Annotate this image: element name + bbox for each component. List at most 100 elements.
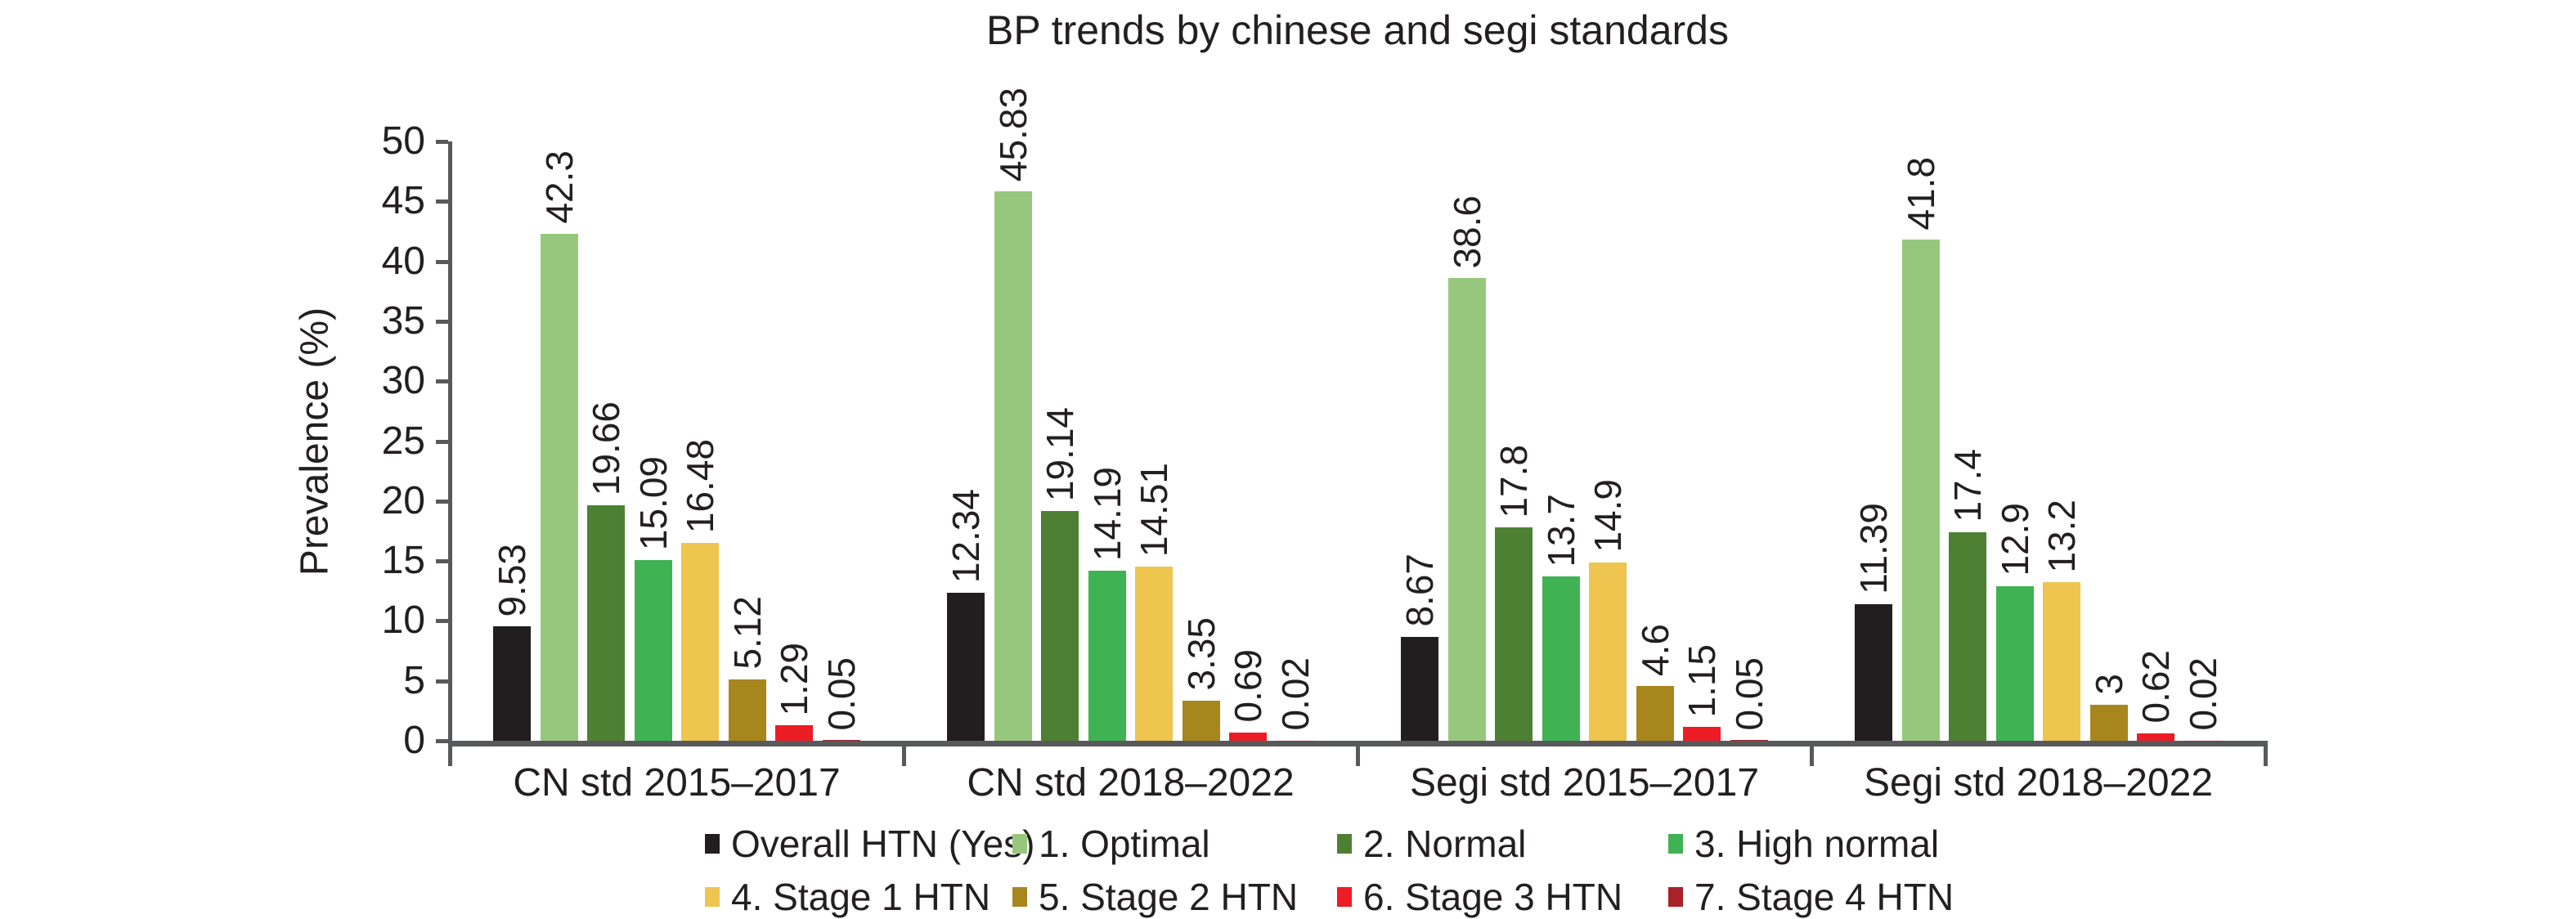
y-tick	[436, 679, 448, 684]
bar-value-label: 0.62	[2137, 650, 2174, 724]
chart-title: BP trends by chinese and segi standards	[450, 7, 2265, 54]
y-tick	[436, 739, 448, 743]
bar	[1542, 576, 1580, 741]
y-tick	[436, 260, 448, 264]
bar-value-label: 38.6	[1448, 195, 1486, 269]
bar-value-label: 0.02	[2184, 657, 2222, 731]
bar-value-label: 17.8	[1495, 445, 1533, 518]
bar-value-label: 11.39	[1855, 503, 1892, 594]
legend-item: 4. Stage 1 HTN	[705, 876, 990, 917]
bar-value-label: 42.3	[541, 150, 578, 224]
bar-value-label: 8.67	[1401, 554, 1438, 627]
bar-value-label: 14.19	[1088, 467, 1126, 561]
legend-label: Overall HTN (Yes)	[731, 822, 1034, 866]
y-tick	[436, 500, 448, 504]
bar-value-label: 15.09	[635, 456, 672, 550]
bar	[1996, 586, 2034, 741]
y-tick	[436, 379, 448, 383]
bar-value-label: 45.83	[994, 87, 1032, 182]
bar-value-label: 0.05	[823, 657, 860, 731]
legend-label: 6. Stage 3 HTN	[1363, 875, 1622, 919]
bar	[729, 679, 766, 741]
bar	[541, 234, 578, 741]
legend-label: 1. Optimal	[1039, 822, 1210, 866]
category-label: CN std 2015–2017	[450, 760, 904, 805]
bar-value-label: 17.4	[1949, 449, 1986, 522]
bar-value-label: 4.6	[1636, 624, 1674, 676]
y-tick-label: 5	[303, 657, 425, 705]
bar-value-label: 5.12	[729, 596, 766, 670]
legend-item: 3. High normal	[1668, 823, 1939, 864]
bar	[1902, 240, 1940, 741]
y-tick-label: 25	[303, 418, 425, 465]
bar	[1495, 527, 1533, 741]
bar	[1229, 733, 1267, 741]
legend-item: 1. Optimal	[1012, 823, 1210, 864]
bar-value-label: 14.9	[1589, 479, 1627, 553]
bar	[1589, 563, 1627, 741]
bar-value-label: 12.34	[947, 489, 985, 583]
bar-value-label: 0.69	[1229, 649, 1267, 723]
y-tick-label: 10	[303, 597, 425, 644]
bar	[1135, 567, 1173, 741]
bar	[1683, 727, 1721, 741]
bar-value-label: 3	[2090, 674, 2128, 695]
category-label: CN std 2018–2022	[904, 760, 1358, 805]
legend-label: 7. Stage 4 HTN	[1694, 875, 1954, 919]
bar	[1636, 686, 1674, 741]
legend-swatch	[705, 887, 720, 907]
legend-swatch	[1668, 834, 1683, 854]
bar-value-label: 19.66	[587, 401, 625, 495]
y-tick	[436, 559, 448, 563]
y-tick-label: 15	[303, 537, 425, 585]
bar	[947, 593, 985, 741]
bar-value-label: 16.48	[681, 439, 719, 533]
legend-item: Overall HTN (Yes)	[705, 823, 1034, 864]
legend-item: 6. Stage 3 HTN	[1337, 876, 1622, 917]
bar	[1730, 740, 1768, 741]
bar-value-label: 1.15	[1683, 644, 1721, 718]
y-tick-label: 30	[303, 357, 425, 405]
legend-swatch	[1668, 887, 1683, 907]
y-tick	[436, 440, 448, 444]
legend-item: 5. Stage 2 HTN	[1012, 876, 1298, 917]
legend-label: 4. Stage 1 HTN	[731, 875, 990, 919]
y-tick	[436, 199, 448, 204]
bar	[2090, 705, 2128, 741]
bar-value-label: 12.9	[1996, 503, 2034, 576]
y-tick-label: 0	[303, 717, 425, 764]
bar-value-label: 41.8	[1902, 157, 1940, 231]
bar	[1949, 532, 1986, 741]
y-tick-label: 20	[303, 477, 425, 525]
bar	[1088, 571, 1126, 741]
bar-value-label: 0.05	[1730, 657, 1768, 731]
category-label: Segi std 2015–2017	[1358, 760, 1811, 805]
y-axis-line	[448, 141, 452, 746]
y-tick	[436, 320, 448, 324]
bar	[681, 543, 719, 741]
legend-label: 2. Normal	[1363, 822, 1526, 866]
y-tick	[436, 619, 448, 623]
y-tick-label: 40	[303, 238, 425, 285]
y-tick	[436, 140, 448, 144]
bar	[2043, 582, 2080, 741]
bar	[994, 191, 1032, 741]
y-tick-label: 45	[303, 177, 425, 225]
bar	[2137, 733, 2174, 741]
legend-swatch	[705, 834, 720, 854]
legend-label: 5. Stage 2 HTN	[1039, 875, 1298, 919]
bar	[1448, 278, 1486, 741]
y-tick-label: 50	[303, 118, 425, 165]
legend-swatch	[1012, 887, 1027, 907]
legend-swatch	[1337, 887, 1352, 907]
legend-label: 3. High normal	[1694, 822, 1939, 866]
bar	[1183, 701, 1220, 741]
bar	[635, 560, 672, 741]
bar	[823, 740, 860, 741]
bar	[587, 505, 625, 741]
legend-swatch	[1012, 834, 1027, 854]
bar	[1855, 604, 1892, 741]
legend-item: 2. Normal	[1337, 823, 1526, 864]
bar-value-label: 1.29	[775, 643, 813, 716]
